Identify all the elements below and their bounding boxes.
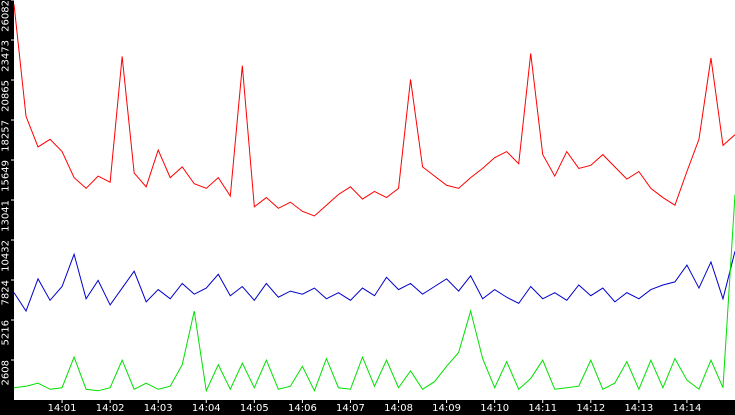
x-tick-label: 14:13: [624, 403, 653, 414]
y-tick-label: 13041: [0, 200, 11, 232]
y-tick-label: 15649: [0, 160, 11, 192]
series-line: [13, 194, 735, 393]
x-tick-label: 14:10: [480, 403, 509, 414]
y-tick-label: 7824: [0, 280, 11, 305]
x-tick-label: 14:08: [384, 403, 413, 414]
y-axis-strip: [0, 0, 14, 415]
x-tick-label: 14:06: [288, 403, 317, 414]
x-tick-label: 14:02: [96, 403, 125, 414]
x-axis-strip: [0, 400, 735, 415]
series-line: [13, 4, 735, 217]
x-tick-label: 14:11: [528, 403, 557, 414]
x-tick-label: 14:01: [48, 403, 77, 414]
y-tick-label: 10432: [0, 240, 11, 272]
y-tick-label: 5216: [0, 320, 11, 345]
y-tick-label: 20865: [0, 80, 11, 112]
x-tick-label: 14:03: [144, 403, 173, 414]
y-tick-label: 26082: [0, 0, 11, 32]
y-tick-label: 23473: [0, 40, 11, 72]
x-tick-label: 14:05: [240, 403, 269, 414]
y-tick-label: 18257: [0, 120, 11, 152]
x-tick-label: 14:14: [673, 403, 702, 414]
x-tick-label: 14:12: [576, 403, 605, 414]
y-tick-label: 2608: [0, 360, 11, 385]
x-tick-label: 14:09: [432, 403, 461, 414]
x-tick-label: 14:07: [336, 403, 365, 414]
x-tick-label: 14:04: [192, 403, 221, 414]
series-line: [13, 251, 735, 313]
